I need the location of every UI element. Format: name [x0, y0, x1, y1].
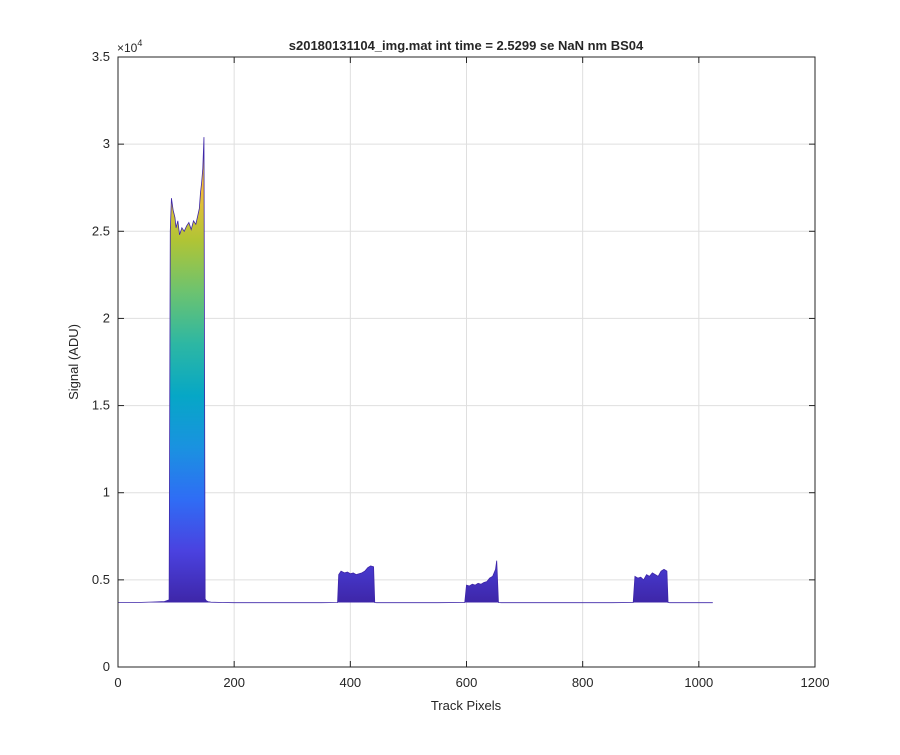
y-tick-label: 3.5	[92, 49, 110, 64]
y-tick-label: 0.5	[92, 572, 110, 587]
y-tick-label: 2	[103, 310, 110, 325]
y-axis-label: Signal (ADU)	[66, 324, 81, 400]
x-tick-label: 400	[339, 675, 361, 690]
y-axis-exponent-power: 4	[137, 38, 142, 48]
y-tick-label: 2.5	[92, 223, 110, 238]
data-marks	[118, 137, 713, 604]
y-tick-label: 0	[103, 659, 110, 674]
x-tick-label: 200	[223, 675, 245, 690]
signal-line-series-0	[118, 137, 713, 604]
signal-area-series-0	[118, 137, 713, 603]
x-tick-label: 1200	[801, 675, 830, 690]
y-axis-exponent-base: ×10	[117, 41, 138, 55]
x-tick-label: 1000	[684, 675, 713, 690]
chart-title: s20180131104_img.mat int time = 2.5299 s…	[289, 38, 644, 53]
y-tick-label: 3	[103, 136, 110, 151]
y-axis-ticks: 0 0.5 1 1.5 2 2.5 3 3.5	[92, 49, 815, 674]
y-axis-exponent: ×104	[117, 38, 142, 55]
x-axis-ticks: 0 200 400 600 800 1000 1200	[114, 57, 829, 690]
x-axis-label: Track Pixels	[431, 698, 502, 713]
y-tick-label: 1	[103, 485, 110, 500]
grid-lines	[118, 57, 815, 667]
x-tick-label: 0	[114, 675, 121, 690]
x-tick-label: 800	[572, 675, 594, 690]
x-tick-label: 600	[456, 675, 478, 690]
y-tick-label: 1.5	[92, 398, 110, 413]
